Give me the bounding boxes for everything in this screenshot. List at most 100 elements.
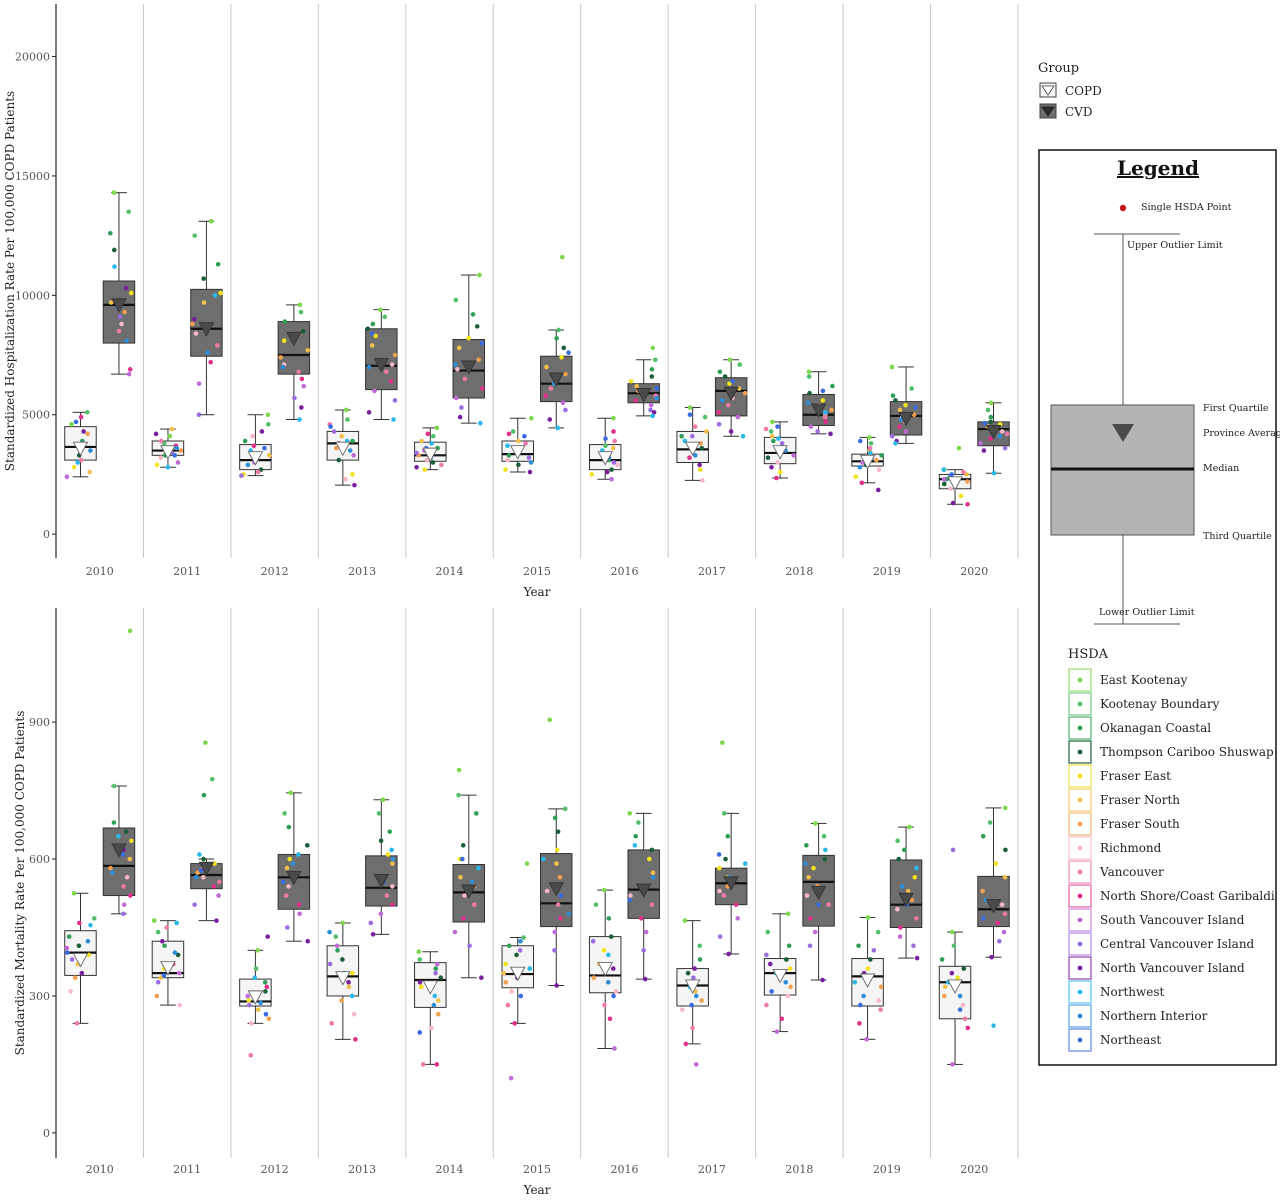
hsda-point [988, 414, 994, 420]
hsda-legend-item: Central Vancouver Island [1068, 932, 1255, 956]
hsda-point [823, 410, 828, 415]
hsda-label: Vancouver [1099, 865, 1164, 879]
hsda-point [771, 438, 776, 444]
hsda-point [91, 916, 97, 921]
hsda-point [508, 1075, 514, 1081]
hsda-point [209, 776, 215, 782]
hsda-point [414, 450, 419, 456]
hsda-point [172, 950, 178, 955]
hsda-point [478, 420, 483, 426]
hsda-point [740, 433, 746, 439]
hsda-point [457, 414, 463, 420]
hsda-point [127, 367, 133, 372]
hsda-point [368, 920, 374, 926]
hsda-point [964, 472, 969, 477]
hsda-point [604, 469, 610, 475]
hsda-point [876, 998, 881, 1003]
hsda-point [68, 989, 73, 994]
hsda-point [612, 1046, 617, 1051]
hsda-point [949, 970, 955, 976]
x-tick-label: 2015 [523, 565, 551, 578]
province-average-marker [597, 962, 613, 977]
hsda-point [349, 993, 355, 999]
hsda-point [868, 957, 873, 962]
hsda-label: Fraser South [1100, 817, 1180, 831]
cvd-box-2010 [102, 190, 136, 377]
hsda-point [124, 874, 130, 880]
hsda-point [547, 417, 553, 422]
hsda-point [721, 811, 727, 816]
hsda-point [433, 966, 439, 971]
hsda-point [434, 425, 440, 431]
hsda-point [806, 874, 811, 880]
hsda-point [456, 345, 462, 351]
hsda-point [725, 833, 731, 839]
hsda-point [803, 861, 808, 866]
hsda-point [429, 1025, 434, 1031]
hsda-point [552, 815, 558, 821]
hsda-point [562, 806, 568, 812]
hsda-point [815, 429, 820, 434]
hsda-point [996, 938, 1002, 944]
hsda-point [603, 443, 608, 449]
hsda-point [700, 478, 705, 483]
hsda-point [611, 429, 616, 434]
hsda-swatch-dot [1077, 917, 1083, 923]
province-average-marker [510, 445, 526, 460]
province-average-marker [510, 966, 526, 982]
hsda-point [460, 856, 465, 862]
province-average-marker [898, 892, 914, 908]
hsda-point [436, 998, 441, 1003]
hsda-point [590, 938, 596, 944]
hsda-point [391, 417, 396, 422]
hsda-point [805, 400, 811, 406]
cvd-box-2020 [977, 805, 1010, 1028]
hsda-point [914, 865, 919, 871]
group-legend: Group COPD CVD [1038, 61, 1102, 119]
hsda-point [283, 893, 289, 898]
hsda-point [287, 856, 293, 862]
hsda-point [432, 993, 438, 999]
hsda-swatch-dot [1077, 773, 1083, 779]
hsda-point [292, 395, 297, 401]
hsda-point [651, 410, 657, 415]
hsda-point [808, 424, 814, 429]
y-tick-label: 900 [29, 716, 50, 729]
hsda-point [198, 868, 204, 873]
hsda-point [689, 433, 695, 439]
hsda-point [121, 911, 126, 917]
hsda-point [903, 429, 909, 434]
hsda-point [208, 359, 213, 365]
cvd-box-2015 [539, 254, 573, 431]
hsda-point [155, 979, 161, 985]
x-tick-label: 2020 [960, 565, 988, 578]
hsda-point [265, 934, 270, 939]
legend-title: Legend [1117, 156, 1199, 180]
province-average-marker [198, 861, 215, 877]
hsda-point [876, 467, 882, 472]
y-tick-label: 300 [29, 990, 50, 1003]
hsda-point [893, 398, 898, 403]
hsda-point [201, 300, 207, 305]
hsda-point [305, 347, 311, 353]
hsda-point [642, 976, 648, 982]
copd-box-2014 [414, 425, 447, 472]
hsda-point [88, 922, 93, 928]
hsda-point [174, 445, 179, 451]
hsda-point [726, 951, 731, 957]
hsda-point [733, 902, 739, 907]
hsda-point [117, 314, 123, 320]
hsda-point [981, 916, 986, 921]
hsda-point [638, 916, 644, 921]
hsda-point [462, 893, 467, 898]
hsda-point [563, 371, 568, 377]
hsda-point [602, 1002, 607, 1008]
cvd-box-2013 [365, 797, 398, 937]
hsda-point [897, 934, 903, 939]
hsda-point [826, 902, 831, 907]
hsda-point [554, 336, 559, 341]
hsda-point [414, 464, 419, 470]
hsda-point [203, 740, 208, 745]
cvd-box-2017 [714, 357, 748, 439]
hsda-point [417, 979, 423, 985]
